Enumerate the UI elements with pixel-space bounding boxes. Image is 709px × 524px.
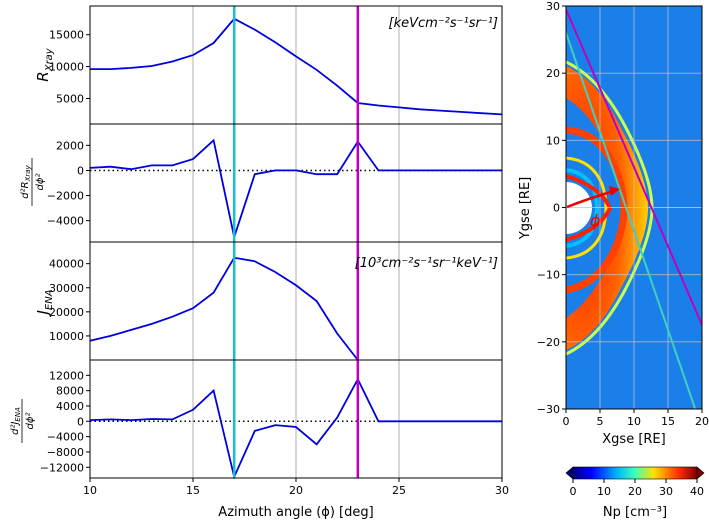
colorbar-tick-label: 30 bbox=[659, 485, 673, 498]
svg-text:RXray: RXray bbox=[34, 47, 55, 82]
inner-shell-3 bbox=[566, 168, 600, 248]
map-y-tick-label: −10 bbox=[537, 269, 560, 282]
colorbar-ticks: 0 10 20 30 40 bbox=[570, 479, 704, 498]
y-tick-label: −8000 bbox=[47, 446, 84, 459]
earth-mask bbox=[566, 182, 592, 234]
x-tick-label: 20 bbox=[289, 484, 303, 497]
y-tick-label: 2000 bbox=[56, 139, 84, 152]
map-y-tick-label: 30 bbox=[546, 0, 560, 13]
colorbar: 0 10 20 30 40 bbox=[565, 466, 705, 498]
svg-text:dϕ²: dϕ² bbox=[25, 413, 36, 430]
svg-text:JENA: JENA bbox=[34, 289, 55, 317]
panel-rxray: 5000 10000 15000 bbox=[49, 5, 503, 128]
y-tick-label: 0 bbox=[77, 164, 84, 177]
y-tick-label: 15000 bbox=[49, 29, 84, 42]
colorbar-min-extension bbox=[565, 466, 574, 480]
map-ticks: 0 5 10 15 20 −30 −20 −10 0 10 20 30 bbox=[537, 0, 709, 428]
ylabel-rxray: RXray bbox=[34, 47, 55, 82]
map-y-tick-label: 0 bbox=[553, 202, 560, 215]
y-tick-label: 12000 bbox=[49, 369, 84, 382]
x-tick-label: 25 bbox=[392, 484, 406, 497]
plasma-density-map: ϕ 0 5 10 15 20 −30 −20 −10 0 10 20 30 bbox=[537, 0, 709, 428]
y-tick-label: −2000 bbox=[47, 190, 84, 203]
colorbar-tick-label: 40 bbox=[690, 485, 704, 498]
rxray-units-annotation: [keVcm⁻²s⁻¹sr⁻¹] bbox=[389, 16, 498, 31]
map-x-tick-label: 10 bbox=[627, 415, 641, 428]
y-tick-label: 8000 bbox=[56, 385, 84, 398]
map-x-tick-label: 0 bbox=[563, 415, 570, 428]
ylabel-d2rxray: d²RXray dϕ² bbox=[20, 158, 46, 206]
colorbar-tick-label: 0 bbox=[570, 485, 577, 498]
y-tick-label: 5000 bbox=[56, 92, 84, 105]
colorbar-label: Np [cm⁻³] bbox=[603, 505, 667, 520]
ylabel-jena: JENA bbox=[34, 289, 55, 317]
left-panels: 5000 10000 15000 −4000 −2000 0 2000 10000 20000 3… bbox=[40, 5, 503, 482]
svg-text:d²RXray: d²RXray bbox=[20, 164, 32, 198]
map-grid bbox=[566, 6, 702, 409]
series-line-d2jena bbox=[89, 377, 502, 480]
map-y-tick-label: 10 bbox=[546, 134, 560, 147]
series-line-d2rxray bbox=[89, 138, 502, 241]
svg-text:dϕ²: dϕ² bbox=[35, 174, 46, 191]
inner-shell-2 bbox=[566, 156, 608, 260]
y-tick-label: 20000 bbox=[49, 306, 84, 319]
xlabel: Azimuth angle (ϕ) [deg] bbox=[218, 505, 373, 520]
y-tick-label: 30000 bbox=[49, 282, 84, 295]
x-tick-label: 15 bbox=[186, 484, 200, 497]
inner-shell-4 bbox=[566, 174, 613, 242]
map-ylabel: Ygse [RE] bbox=[518, 177, 533, 241]
phi-arrow bbox=[566, 189, 615, 209]
map-tangent-lines bbox=[566, 8, 702, 409]
y-tick-label: −12000 bbox=[40, 461, 84, 474]
map-y-tick-label: −30 bbox=[537, 403, 560, 416]
y-tick-label: 10000 bbox=[49, 330, 84, 343]
series-line-jena bbox=[89, 256, 359, 361]
svg-text:d²JENA: d²JENA bbox=[10, 407, 22, 435]
map-xlabel: Xgse [RE] bbox=[602, 432, 665, 447]
map-x-tick-label: 15 bbox=[661, 415, 675, 428]
map-x-tick-label: 5 bbox=[597, 415, 604, 428]
colorbar-gradient bbox=[572, 466, 698, 480]
y-tick-label: −4000 bbox=[47, 215, 84, 228]
shared-x-axis: 10 15 20 25 30 bbox=[83, 484, 509, 497]
jena-units-annotation: [10³cm⁻²s⁻¹sr⁻¹keV⁻¹] bbox=[355, 256, 498, 271]
y-tick-label: 10000 bbox=[49, 61, 84, 74]
x-tick-label: 30 bbox=[495, 484, 509, 497]
series-line-rxray bbox=[90, 17, 503, 116]
y-tick-label: 40000 bbox=[49, 258, 84, 271]
x-tick-label: 10 bbox=[83, 484, 97, 497]
magnetosheath-region bbox=[566, 66, 648, 350]
cyan-tangent bbox=[566, 32, 697, 409]
ylabel-d2jena: d²JENA dϕ² bbox=[10, 399, 36, 443]
map-y-tick-label: −20 bbox=[537, 336, 560, 349]
y-tick-label: 4000 bbox=[56, 400, 84, 413]
y-tick-label: 0 bbox=[77, 415, 84, 428]
phi-label: ϕ bbox=[590, 211, 601, 230]
phi-arrowhead-icon bbox=[609, 186, 620, 196]
colorbar-tick-label: 10 bbox=[597, 485, 611, 498]
panel-d2jena: −12000 −8000 −4000 0 4000 8000 12000 bbox=[40, 359, 503, 482]
magenta-tangent bbox=[566, 8, 702, 326]
colorbar-tick-label: 20 bbox=[628, 485, 642, 498]
map-y-tick-label: 20 bbox=[546, 67, 560, 80]
y-tick-label: −4000 bbox=[47, 431, 84, 444]
map-x-tick-label: 20 bbox=[695, 415, 709, 428]
panel-d2rxray: −4000 −2000 0 2000 bbox=[47, 123, 503, 246]
inner-shell-1 bbox=[566, 126, 628, 294]
colorbar-max-extension bbox=[696, 466, 705, 480]
